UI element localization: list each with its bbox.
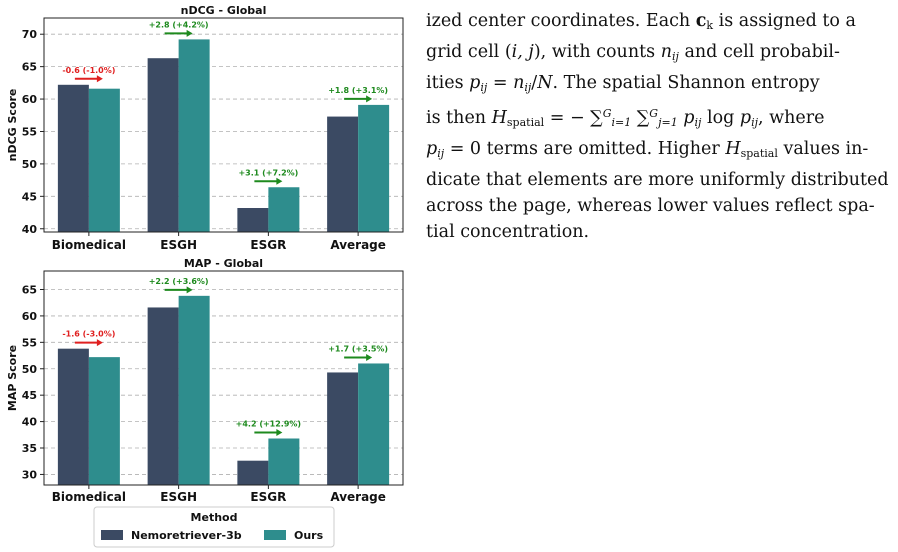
bar-nemoretriever-3b-esgh [147,58,179,233]
ndcg-chart: 40 45 50 55 60 65 70 Biomedical -0.6 (-1.0%) ESGH… [6,4,404,252]
delta-label-biomedical: -0.6 (-1.0%) [62,66,115,75]
paragraph-line-6: dicate that elements are more uniformly … [426,170,889,190]
y-tick-label-30: 30 [22,468,38,481]
bar-nemoretriever-3b-esgr [237,208,269,232]
y-tick-label-45: 45 [22,389,37,402]
y-tick-label-60: 60 [22,310,38,323]
bar-nemoretriever-3b-average [327,372,359,485]
delta-arrowhead-esgr [276,429,283,437]
legend-label-ours: Ours [294,529,324,542]
paragraph-line-1: ized center coordinates. Each ck is assi… [426,11,856,32]
x-tick-label-esgh: ESGH [160,490,197,504]
legend-label-nemoretriever-3b: Nemoretriever-3b [131,529,242,542]
x-tick-label-esgr: ESGR [250,490,286,504]
bar-ours-esgr [268,438,300,485]
delta-label-esgr: +4.2 (+12.9%) [236,420,301,429]
y-tick-label-65: 65 [22,61,37,74]
paragraph-line-7: across the page, whereas lower values re… [426,196,875,216]
delta-label-average: +1.7 (+3.5%) [328,344,388,353]
delta-label-esgr: +3.1 (+7.2%) [238,168,298,177]
y-axis-label: nDCG Score [6,89,19,162]
y-tick-label-65: 65 [22,283,37,296]
bar-nemoretriever-3b-average [327,116,359,232]
x-tick-label-esgh: ESGH [160,238,197,252]
bar-nemoretriever-3b-esgh [147,307,179,485]
y-tick-label-55: 55 [22,336,37,349]
delta-arrowhead-average [366,95,373,103]
paragraph-line-5: pij = 0 terms are omitted. Higher Hspati… [426,139,869,160]
y-tick-label-55: 55 [22,125,37,138]
legend-swatch-nemoretriever-3b [101,530,123,540]
bar-ours-esgh [178,295,210,485]
x-tick-label-average: Average [330,490,386,504]
map-chart: 30 35 40 45 50 55 60 65 Biomedical -1.6 (-3.0%) ES… [6,257,404,504]
delta-arrowhead-esgh [186,29,193,37]
x-tick-label-biomedical: Biomedical [52,238,126,252]
legend-title: Method [191,511,238,524]
y-tick-label-50: 50 [22,158,38,171]
y-tick-label-50: 50 [22,363,38,376]
bar-ours-biomedical [88,357,120,485]
y-axis-label: MAP Score [6,345,19,411]
bar-nemoretriever-3b-esgr [237,460,269,485]
delta-arrowhead-esgh [186,286,193,294]
y-tick-label-70: 70 [22,28,38,41]
y-tick-label-35: 35 [22,442,37,455]
y-tick-label-45: 45 [22,190,37,203]
bar-ours-biomedical [88,88,120,232]
body-paragraph: ized center coordinates. Each ck is assi… [426,8,892,245]
chart-title: nDCG - Global [181,4,267,17]
bar-ours-esgh [178,39,210,233]
method-legend: Method Nemoretriever-3b Ours [93,506,335,548]
plot-frame [43,270,404,486]
legend-swatch-ours [264,530,286,540]
delta-arrowhead-biomedical [96,339,103,347]
y-tick-label-40: 40 [22,416,38,429]
x-tick-label-biomedical: Biomedical [52,490,126,504]
plot-frame [43,17,404,233]
chart-title: MAP - Global [184,257,263,270]
paragraph-line-2: grid cell (i, j), with counts nij and ce… [426,42,840,63]
delta-label-esgh: +2.8 (+4.2%) [149,20,209,29]
y-tick-label-40: 40 [22,223,38,236]
bar-ours-esgr [268,187,300,232]
comparison-figure: 40 45 50 55 60 65 70 Biomedical -0.6 (-1.0%) ESGH… [6,4,404,548]
delta-label-biomedical: -1.6 (-3.0%) [62,330,115,339]
paragraph-line-3: ities pij = nij/N. The spatial Shannon e… [426,73,820,94]
y-tick-label-60: 60 [22,93,38,106]
bar-nemoretriever-3b-biomedical [57,84,89,232]
bar-nemoretriever-3b-biomedical [57,348,89,485]
bar-ours-average [358,104,390,232]
delta-arrowhead-biomedical [96,75,103,83]
x-tick-label-average: Average [330,238,386,252]
paragraph-line-8: tial concentration. [426,222,590,242]
paragraph-line-4: is then Hspatial = − ∑Gi=1 ∑Gj=1 pij log… [426,107,825,129]
delta-arrowhead-average [366,353,373,361]
delta-arrowhead-esgr [276,177,283,185]
delta-label-esgh: +2.2 (+3.6%) [149,277,209,286]
bar-ours-average [358,363,390,485]
x-tick-label-esgr: ESGR [250,238,286,252]
delta-label-average: +1.8 (+3.1%) [328,86,388,95]
